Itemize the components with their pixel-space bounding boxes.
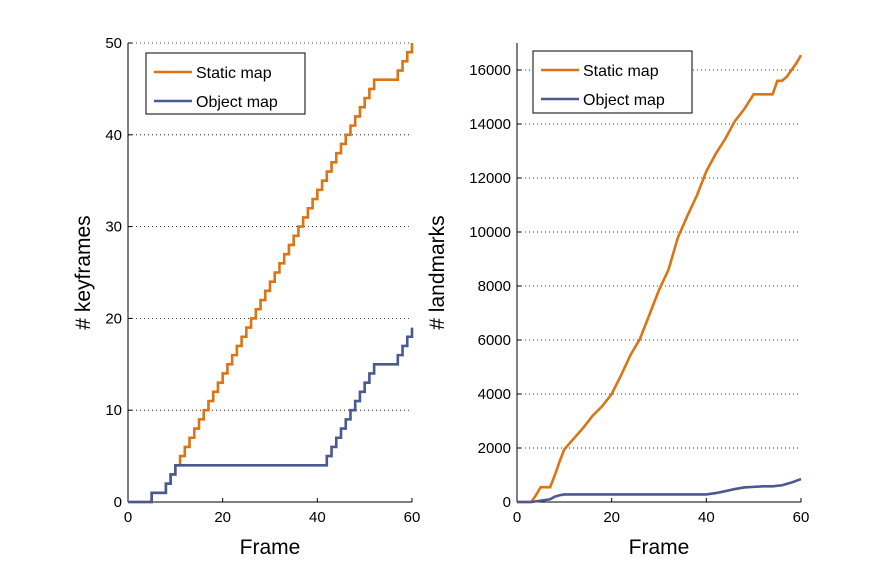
y-tick-label: 10000 [469, 224, 511, 241]
legend-box [145, 52, 306, 115]
x-tick-label: 60 [404, 509, 421, 526]
keyframes-plot: 0 10 20 30 40 50 0 20 40 60 Frame # keyframes Static… [72, 35, 420, 559]
y-tick-label: 40 [105, 127, 122, 144]
series-line-static-map [128, 43, 414, 504]
legend-box [532, 50, 693, 114]
legend: Static map Object map [145, 52, 306, 115]
y-tick-label: 8000 [478, 278, 511, 295]
x-tick-label: 20 [214, 509, 231, 526]
x-tick-label: 60 [793, 509, 810, 526]
y-tick-label: 0 [114, 494, 122, 511]
series-line-object-map [128, 327, 414, 504]
y-tick-label: 2000 [478, 440, 511, 457]
y-tick-label: 6000 [478, 332, 511, 349]
x-tick-label: 40 [309, 509, 326, 526]
series-line-object-map [517, 477, 802, 504]
legend-label: Object map [583, 92, 665, 109]
x-axis-title: Frame [240, 536, 301, 559]
y-axis-title: # keyframes [72, 215, 95, 329]
x-tick-label: 0 [124, 509, 132, 526]
y-axis-title: # landmarks [426, 215, 449, 329]
y-tick-label: 0 [503, 494, 511, 511]
y-tick-label: 4000 [478, 386, 511, 403]
y-tick-label: 20 [105, 310, 122, 327]
x-tick-label: 40 [698, 509, 715, 526]
y-tick-label: 16000 [469, 62, 511, 79]
y-tick-label: 12000 [469, 170, 511, 187]
legend: Static map Object map [532, 50, 693, 114]
y-tick-label: 30 [105, 219, 122, 236]
y-tick-label: 50 [105, 35, 122, 52]
legend-label: Static map [196, 65, 272, 82]
legend-label: Object map [196, 94, 278, 111]
y-tick-label: 10 [105, 402, 122, 419]
series-line-static-map [517, 54, 803, 504]
legend-label: Static map [583, 63, 659, 80]
landmarks-plot: 0 2000 4000 6000 8000 10000 12000 14000 16000 0 20… [426, 43, 809, 559]
y-tick-label: 14000 [469, 116, 511, 133]
x-tick-label: 20 [603, 509, 620, 526]
x-tick-label: 0 [513, 509, 521, 526]
x-axis-title: Frame [629, 536, 690, 559]
